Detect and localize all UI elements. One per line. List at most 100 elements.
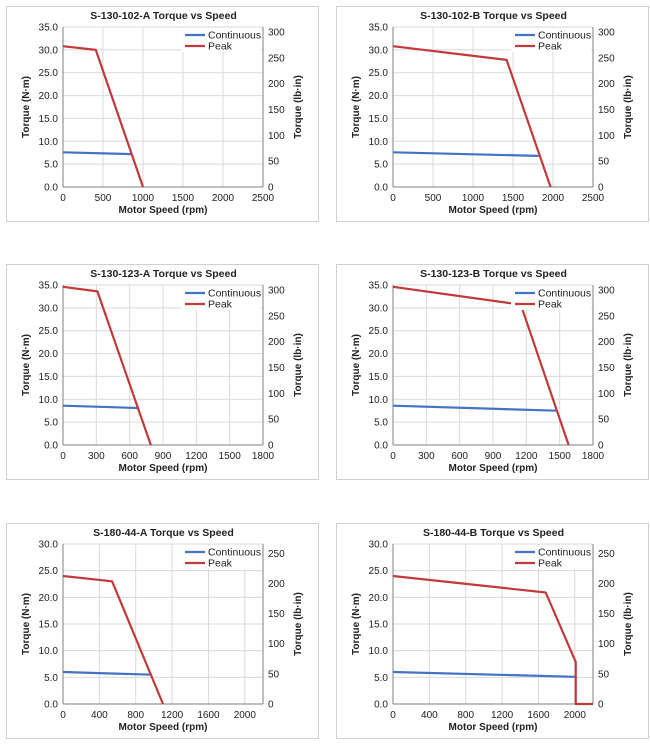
y2-tick-label: 0 (268, 183, 274, 194)
x-tick-label: 1500 (549, 451, 572, 462)
y2-tick-label: 300 (268, 28, 285, 39)
legend-label-continuous: Continuous (538, 547, 591, 559)
y2-tick-label: 200 (268, 579, 285, 590)
legend-label-continuous: Continuous (538, 30, 591, 42)
y-tick-label: 25.0 (39, 326, 59, 337)
y2-tick-label: 0 (598, 700, 604, 711)
y2-tick-label: 200 (598, 337, 615, 348)
y2-tick-label: 250 (598, 549, 615, 560)
x-tick-label: 1200 (515, 451, 538, 462)
y2-tick-label: 300 (598, 28, 615, 39)
legend-label-peak: Peak (208, 558, 233, 570)
y-axis-label: Torque (N·m) (21, 76, 32, 138)
y-tick-label: 20.0 (39, 593, 59, 604)
x-tick-label: 2000 (212, 193, 235, 204)
y2-tick-label: 200 (598, 79, 615, 90)
chart-title: S-130-102-B Torque vs Speed (420, 10, 567, 22)
y-tick-label: 5.0 (44, 673, 58, 684)
y-tick-label: 20.0 (369, 593, 389, 604)
y-axis-label: Torque (N·m) (351, 76, 362, 138)
y-tick-label: 25.0 (369, 566, 389, 577)
legend-label-continuous: Continuous (538, 288, 591, 300)
y2-tick-label: 50 (268, 415, 280, 426)
x-axis-label: Motor Speed (rpm) (449, 722, 538, 733)
x-tick-label: 900 (485, 451, 502, 462)
x-tick-label: 600 (121, 451, 138, 462)
x-tick-label: 400 (91, 710, 108, 721)
legend-label-continuous: Continuous (208, 288, 261, 300)
y-tick-label: 15.0 (39, 620, 59, 631)
chart-panel-s-130-123-a: S-130-123-A Torque vs Speed 0.0 5.0 10.0 15.… (6, 264, 319, 480)
y-tick-label: 0.0 (44, 700, 58, 711)
x-axis-label: Motor Speed (rpm) (449, 463, 538, 474)
y2-tick-label: 0 (268, 700, 274, 711)
y2-tick-label: 150 (598, 363, 615, 374)
y-tick-label: 15.0 (369, 620, 389, 631)
x-tick-label: 2000 (234, 710, 257, 721)
y-tick-label: 5.0 (374, 418, 388, 429)
y-tick-label: 25.0 (39, 68, 59, 79)
x-tick-label: 0 (60, 193, 66, 204)
y2-tick-label: 250 (598, 311, 615, 322)
x-tick-label: 1500 (219, 451, 242, 462)
y2-tick-label: 200 (598, 579, 615, 590)
series-line-peak (392, 574, 593, 706)
y2-tick-label: 0 (598, 441, 604, 452)
legend-label-peak: Peak (538, 558, 563, 570)
x-tick-label: 1800 (252, 451, 275, 462)
x-tick-label: 500 (95, 193, 112, 204)
legend-box (511, 286, 591, 310)
y2-tick-label: 100 (268, 389, 285, 400)
y-tick-label: 0.0 (374, 441, 388, 452)
y2-tick-label: 200 (268, 79, 285, 90)
y2-tick-label: 0 (598, 183, 604, 194)
x-tick-label: 0 (60, 710, 66, 721)
y2-axis-label: Torque (lb·in) (293, 333, 304, 397)
y2-tick-label: 250 (268, 311, 285, 322)
x-tick-label: 1000 (132, 193, 155, 204)
y2-tick-label: 50 (598, 669, 610, 680)
y-tick-label: 0.0 (44, 441, 58, 452)
y2-tick-label: 50 (268, 669, 280, 680)
y-tick-label: 10.0 (39, 646, 59, 657)
legend-label-continuous: Continuous (208, 30, 261, 42)
x-axis-label: Motor Speed (rpm) (119, 722, 208, 733)
x-tick-label: 0 (390, 451, 396, 462)
chart-svg: S-130-102-B Torque vs Speed 0.0 5.0 10.0 15.… (351, 10, 634, 216)
y-tick-label: 5.0 (44, 418, 58, 429)
y-tick-label: 5.0 (44, 160, 58, 171)
y-axis-label: Torque (N·m) (21, 593, 32, 655)
x-tick-label: 2500 (582, 193, 605, 204)
y-tick-label: 0.0 (374, 700, 388, 711)
chart-svg: S-130-123-B Torque vs Speed 0.0 5.0 10.0 15.… (351, 268, 634, 474)
legend-label-peak: Peak (208, 299, 233, 311)
x-tick-label: 400 (421, 710, 438, 721)
y2-tick-label: 100 (598, 131, 615, 142)
y2-tick-label: 50 (598, 415, 610, 426)
x-tick-label: 900 (155, 451, 172, 462)
legend-box (511, 545, 591, 569)
y-tick-label: 30.0 (369, 540, 389, 551)
y2-axis-label: Torque (lb·in) (623, 333, 634, 397)
y-tick-label: 15.0 (39, 372, 59, 383)
x-axis-label: Motor Speed (rpm) (119, 463, 208, 474)
series-line-continuous (62, 404, 138, 410)
y-tick-label: 5.0 (374, 160, 388, 171)
y-tick-label: 30.0 (369, 303, 389, 314)
y2-tick-label: 200 (268, 337, 285, 348)
series-line-continuous (62, 670, 153, 676)
series-line-peak (392, 45, 552, 188)
y2-tick-label: 0 (268, 441, 274, 452)
y2-axis-label: Torque (lb·in) (623, 592, 634, 656)
chart-title: S-130-123-A Torque vs Speed (90, 268, 236, 280)
y2-tick-label: 50 (268, 157, 280, 168)
series-line-continuous (392, 670, 575, 678)
series-line-continuous (62, 151, 132, 156)
legend-label-peak: Peak (208, 41, 233, 53)
y2-tick-label: 250 (268, 549, 285, 560)
y2-tick-label: 100 (268, 131, 285, 142)
series-line-continuous (392, 151, 539, 157)
y-tick-label: 25.0 (39, 566, 59, 577)
y2-tick-label: 150 (598, 609, 615, 620)
y2-tick-label: 100 (598, 389, 615, 400)
